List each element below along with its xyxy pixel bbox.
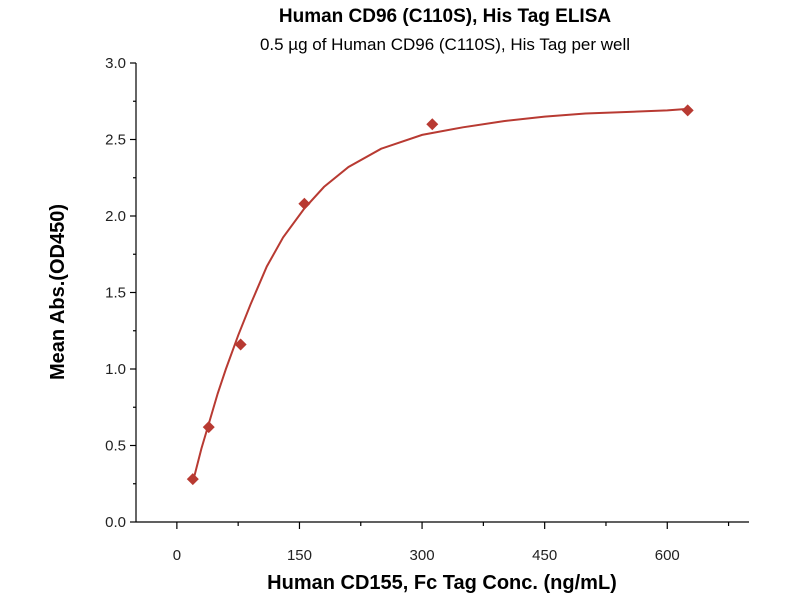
y-tick-label: 0.5 xyxy=(105,438,126,455)
data-point xyxy=(298,197,311,210)
x-tick-label: 300 xyxy=(410,547,435,564)
data-points xyxy=(186,104,694,486)
x-axis-title: Human CD155, Fc Tag Conc. (ng/mL) xyxy=(267,572,617,594)
x-tick-label: 450 xyxy=(532,547,557,564)
data-point xyxy=(426,118,439,131)
ticks xyxy=(130,62,730,529)
data-point xyxy=(234,338,247,351)
tick-labels: 0.0 0.5 1.0 1.5 2.0 2.5 3.0 0 150 300 450 600 xyxy=(105,55,680,564)
y-axis-title: Mean Abs.(OD450) xyxy=(47,204,69,380)
fit-curve xyxy=(191,107,688,483)
y-tick-label: 1.5 xyxy=(105,285,126,302)
y-tick-label: 0.0 xyxy=(105,514,126,531)
data-point xyxy=(202,421,215,434)
y-tick-label: 3.0 xyxy=(105,55,126,72)
y-tick-label: 1.0 xyxy=(105,361,126,378)
x-tick-label: 600 xyxy=(655,547,680,564)
x-tick-label: 150 xyxy=(287,547,312,564)
data-point xyxy=(681,104,694,117)
y-tick-label: 2.5 xyxy=(105,132,126,149)
chart-title: Human CD96 (C110S), His Tag ELISA xyxy=(279,6,612,27)
data-point xyxy=(186,473,199,486)
chart-subtitle: 0.5 µg of Human CD96 (C110S), His Tag pe… xyxy=(260,35,630,54)
y-tick-label: 2.0 xyxy=(105,208,126,225)
x-tick-label: 0 xyxy=(173,547,181,564)
